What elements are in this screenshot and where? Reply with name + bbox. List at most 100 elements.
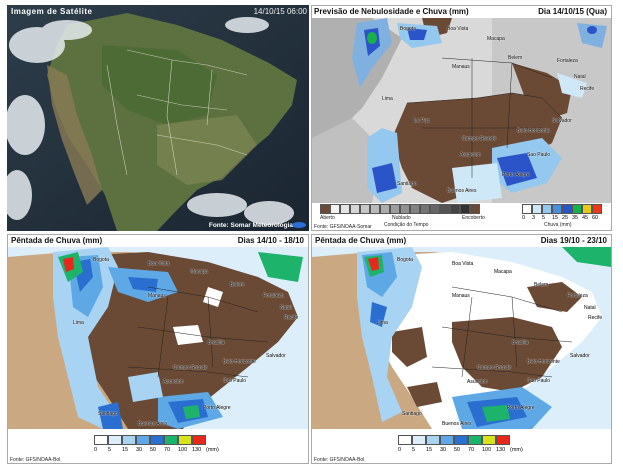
rain-tick: (mm) [510,447,523,453]
city-label: Brasilia [208,340,225,346]
rain-tick: 50 [454,447,461,453]
city-label: Natal [584,305,596,311]
rain-swatch [482,435,496,445]
rain-legend-caption: Chuva (mm) [544,222,572,228]
city-label: Manaus [452,64,470,70]
city-label: Porto Alegre [507,405,535,411]
city-label: Recife [588,315,603,321]
rain-tick: 30 [440,447,447,453]
pentad2-legend-bar [398,435,510,445]
forecast-panel: Previsão de Nebulosidade e Chuva (mm) Di… [311,5,612,231]
city-label: Boa Vista [148,261,170,267]
city-label: Macapa [190,269,208,275]
pentad2-date: Dias 19/10 - 23/10 [540,236,607,245]
rain-swatch [192,435,206,445]
city-label: Salvador [552,118,572,124]
rain-swatch [94,435,108,445]
rain-tick: 15 [122,447,129,453]
rain-swatch [562,204,572,214]
city-label: Santiago [397,181,417,187]
city-label: Salvador [266,353,286,359]
cloud-swatch [400,204,410,214]
city-label: Macapa [487,36,505,42]
cloud-legend-cloudy: Nublado [392,215,411,221]
city-label: Brasilia [512,340,529,346]
city-label: Natal [280,305,292,311]
city-label: Buenos Aires [447,188,477,194]
rain-tick: 15 [426,447,433,453]
cloud-swatch [460,204,470,214]
rain-tick: 15 [552,215,559,221]
rain-swatch [178,435,192,445]
city-label: Asuncion [460,152,481,158]
satellite-panel: Imagem de Satélite 14/10/15 06:00 Fonte:… [7,5,309,231]
cloud-swatch [440,204,450,214]
city-label: Boa Vista [452,261,474,267]
satellite-timestamp: 14/10/15 06:00 [253,7,307,16]
rain-swatch [552,204,562,214]
rain-legend-ticks: 0 3 5 15 25 35 45 60 [522,215,602,221]
rain-swatch [592,204,602,214]
rain-tick: 0 [522,215,526,221]
city-label: La Paz [414,118,430,124]
rain-tick: 25 [562,215,569,221]
satellite-title: Imagem de Satélite [11,7,93,16]
rain-swatch [532,204,542,214]
city-label: Salvador [570,353,590,359]
cloud-swatch [350,204,360,214]
somar-logo-icon [292,222,306,228]
city-label: Recife [580,86,595,92]
rain-tick: 0 [398,447,402,453]
rain-swatch [136,435,150,445]
pentad1-legend-bar [94,435,206,445]
pentad1-source: Fonte: GFS/NOAA-Bol [10,457,61,463]
cloud-swatch [450,204,460,214]
cloud-swatch [330,204,340,214]
city-label: Buenos Aires [138,421,168,427]
city-label: Boa Vista [447,26,469,32]
cloud-legend-overcast: Encoberto [462,215,485,221]
rain-swatch [150,435,164,445]
rain-swatch [398,435,412,445]
cloud-swatch [380,204,390,214]
rain-tick: 50 [150,447,157,453]
rain-tick: 3 [532,215,536,221]
rain-tick: 45 [582,215,589,221]
rain-tick: 5 [542,215,546,221]
city-label: Asuncion [467,379,488,385]
rain-swatch [122,435,136,445]
pentad2-title: Pêntada de Chuva (mm) [315,236,407,245]
rain-tick: 35 [572,215,579,221]
cloud-swatch [340,204,350,214]
city-label: Belo Horizonte [223,359,256,365]
pentad1-title: Pêntada de Chuva (mm) [11,236,103,245]
city-label: Belo Horizonte [517,128,550,134]
city-label: Sao Paulo [527,378,551,384]
satellite-image [7,5,309,231]
rain-swatch [412,435,426,445]
forecast-source: Fonte: GFS/NOAA-Somar [314,224,372,230]
pentad2-panel: Pêntada de Chuva (mm) Dias 19/10 - 23/10… [311,234,612,464]
rain-tick: 5 [412,447,416,453]
city-label: Recife [284,315,299,321]
city-label: Porto Alegre [203,405,231,411]
city-label: Natal [574,74,586,80]
city-label: Manaus [148,293,166,299]
rain-swatch [496,435,510,445]
city-label: Lima [382,96,393,102]
cloud-swatch [430,204,440,214]
city-label: Lima [377,320,388,326]
rain-swatch [572,204,582,214]
pentad1-map [8,247,308,429]
cloud-legend-bar [320,204,480,214]
city-label: Campo Grande [477,365,512,371]
cloud-legend-caption: Condição do Tempo [384,222,429,228]
rain-tick: 130 [496,447,506,453]
city-label: Belo Horizonte [527,359,560,365]
rain-tick: 100 [482,447,492,453]
city-label: Fortaleza [263,293,284,299]
pentad2-source: Fonte: GFS/NOAA-Bol [314,457,365,463]
rain-tick: 30 [136,447,143,453]
city-label: Campo Grande [462,136,497,142]
rain-swatch [426,435,440,445]
